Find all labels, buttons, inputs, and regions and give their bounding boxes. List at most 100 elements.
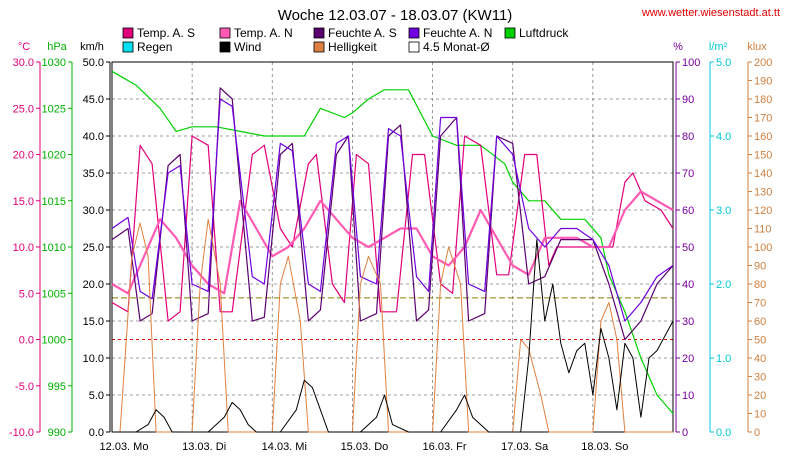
site-link[interactable]: www.wetter.wiesenstadt.at.tt: [641, 7, 780, 19]
axis-tick-label-5-5: 50: [754, 335, 766, 347]
series-line-hum_s: [111, 87, 674, 341]
axis-tick-label-1-2: 1000: [42, 335, 66, 347]
axis-tick-label-5-2: 20: [754, 390, 766, 402]
unit-label-4: l/m²: [709, 41, 728, 53]
axis-tick-label-1-0: 990: [48, 427, 66, 439]
axis-tick-label-5-17: 170: [754, 113, 772, 125]
axis-tick-label-5-0: 0: [754, 427, 760, 439]
axis-tick-label-5-1: 10: [754, 409, 766, 421]
x-tick-label-5: 17.03. Sa: [501, 441, 549, 453]
axis-tick-label-0-2: 0.0: [19, 335, 34, 347]
x-axis-labels: 12.03. Mo 13.03. Di 14.03. Mi 15.03. Do 16.0…: [100, 441, 629, 453]
unit-label-5: klux: [747, 41, 767, 53]
axis-tick-label-5-12: 120: [754, 205, 772, 217]
axis-tick-label-4-2: 2.0: [716, 279, 731, 291]
axis-tick-label-3-1: 10: [682, 390, 694, 402]
axis-tick-label-5-18: 180: [754, 94, 772, 106]
axis-tick-label-2-1: 5.0: [89, 390, 104, 402]
axis-tick-label-5-3: 30: [754, 372, 766, 384]
axis-tick-label-1-7: 1025: [42, 103, 66, 115]
x-tick-label-3: 15.03. Do: [341, 441, 389, 453]
axis-tick-label-3-3: 30: [682, 316, 694, 328]
legend: Temp. A. S Temp. A. N Feuchte A. S Feuchte …: [122, 26, 569, 54]
x-tick-label-2: 14.03. Mi: [262, 441, 307, 453]
axis-tick-label-2-2: 10.0: [83, 353, 104, 365]
series-line-temp_n: [111, 190, 674, 295]
series-line-light: [112, 218, 673, 433]
axis-tick-label-5-15: 150: [754, 150, 772, 162]
axis-tick-label-3-4: 40: [682, 279, 694, 291]
legend-swatch-light: [313, 41, 325, 53]
series-line-pressure: [111, 70, 674, 414]
unit-label-1: hPa: [47, 41, 67, 53]
axis-tick-label-5-6: 60: [754, 316, 766, 328]
data-series: [111, 70, 674, 433]
legend-swatch-wind: [219, 41, 231, 53]
axis-tick-label-0-3: 5.0: [19, 288, 34, 300]
axis-tick-label-4-1: 1.0: [716, 353, 731, 365]
axis-tick-label-2-0: 0.0: [89, 427, 104, 439]
axis-tick-label-0-5: 15.0: [13, 196, 34, 208]
legend-label-hum_s: Feuchte A. S: [328, 26, 397, 40]
axis-tick-label-0-6: 20.0: [13, 150, 34, 162]
axis-tick-label-0-1: -5.0: [15, 381, 34, 393]
value-axes: -10.0 -5.0 0.0 5.0 10.0 15.0 20.0 25.0 30.0 990 99…: [9, 57, 772, 439]
axis-tick-label-2-5: 25.0: [83, 242, 104, 254]
axis-tick-label-1-5: 1015: [42, 196, 66, 208]
axis-tick-label-1-3: 1005: [42, 288, 66, 300]
legend-label-light: Helligkeit: [328, 40, 377, 54]
axis-tick-label-2-7: 35.0: [83, 168, 104, 180]
axis-tick-label-5-9: 90: [754, 261, 766, 273]
legend-label-wind: Wind: [234, 40, 261, 54]
chart-title: Woche 12.03.07 - 18.03.07 (KW11): [278, 7, 513, 24]
axis-tick-label-3-10: 100: [682, 57, 700, 69]
x-tick-label-1: 13.03. Di: [182, 441, 226, 453]
axis-unit-labels: °C hPa km/h% l/m² klux: [18, 41, 767, 53]
axis-tick-label-2-3: 15.0: [83, 316, 104, 328]
axis-tick-label-3-9: 90: [682, 94, 694, 106]
axis-tick-label-3-2: 20: [682, 353, 694, 365]
axis-tick-label-2-9: 45.0: [83, 94, 104, 106]
grid: [111, 61, 674, 433]
axis-tick-label-3-0: 0: [682, 427, 688, 439]
axis-tick-label-0-7: 25.0: [13, 103, 34, 115]
axis-tick-label-1-4: 1010: [42, 242, 66, 254]
series-line-temp_s: [111, 135, 674, 322]
axis-tick-label-5-13: 130: [754, 187, 772, 199]
legend-label-temp_n: Temp. A. N: [234, 26, 293, 40]
axis-tick-label-0-4: 10.0: [13, 242, 34, 254]
axis-tick-label-5-20: 200: [754, 57, 772, 69]
axis-tick-label-3-6: 60: [682, 205, 694, 217]
axis-tick-label-0-0: -10.0: [9, 427, 34, 439]
axis-tick-label-5-16: 160: [754, 131, 772, 143]
legend-label-rain: Regen: [137, 40, 172, 54]
axis-tick-label-4-4: 4.0: [716, 131, 731, 143]
series-line-wind: [112, 239, 674, 433]
axis-tick-label-0-8: 30.0: [13, 57, 34, 69]
axis-tick-label-2-6: 30.0: [83, 205, 104, 217]
axis-tick-label-5-14: 140: [754, 168, 772, 180]
axis-tick-label-2-8: 40.0: [83, 131, 104, 143]
legend-swatch-hum_s: [313, 27, 325, 39]
legend-swatch-avg: [408, 41, 420, 53]
unit-label-0: °C: [18, 41, 30, 53]
unit-label-2: km/h: [80, 41, 104, 53]
x-tick-label-4: 16.03. Fr: [423, 441, 467, 453]
axis-tick-label-5-19: 190: [754, 76, 772, 88]
axis-tick-label-1-6: 1020: [42, 150, 66, 162]
legend-label-avg: 4.5 Monat-Ø: [423, 40, 490, 54]
axis-tick-label-1-1: 995: [48, 381, 66, 393]
x-tick-label-6: 18.03. So: [581, 441, 628, 453]
legend-swatch-temp_s: [122, 27, 134, 39]
axis-tick-label-2-10: 50.0: [83, 57, 104, 69]
unit-label-3: %: [673, 41, 683, 53]
axis-tick-label-4-5: 5.0: [716, 57, 731, 69]
legend-label-hum_n: Feuchte A. N: [423, 26, 492, 40]
x-tick-label-0: 12.03. Mo: [100, 441, 149, 453]
axis-tick-label-3-5: 50: [682, 242, 694, 254]
legend-swatch-rain: [122, 41, 134, 53]
axis-tick-label-5-7: 70: [754, 298, 766, 310]
axis-tick-label-4-3: 3.0: [716, 205, 731, 217]
legend-label-pressure: Luftdruck: [519, 26, 569, 40]
